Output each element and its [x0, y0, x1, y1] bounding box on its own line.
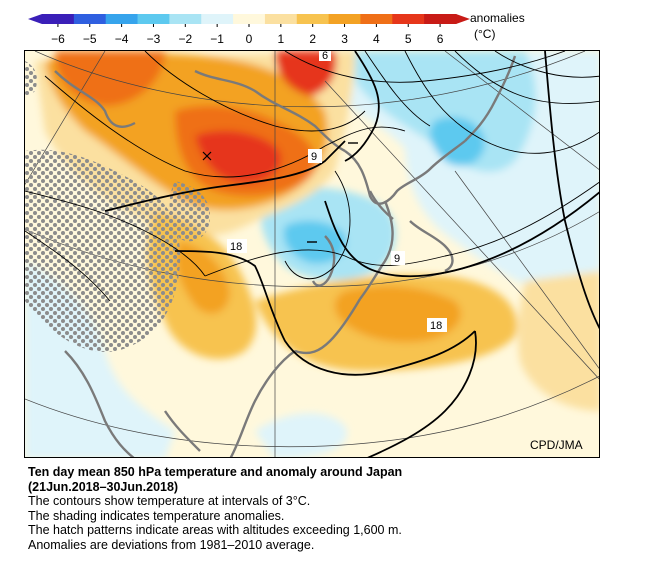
warm-center-mark	[202, 151, 212, 161]
anomaly-area-ocean-light-warm	[517, 271, 599, 411]
colorbar-right-arrow	[456, 14, 470, 24]
colorbar-tick-label: −5	[83, 32, 97, 46]
hatch-tibetan-plateau	[25, 149, 181, 352]
colorbar-segment	[233, 14, 266, 24]
figure-caption: Ten day mean 850 hPa temperature and ano…	[28, 465, 638, 552]
graticule	[25, 51, 599, 457]
colorbar-tick-label: −1	[210, 32, 224, 46]
map-panel: 9 9 18 18 6 CPD/JMA	[24, 50, 600, 458]
legend-unit: (°C)	[474, 27, 495, 41]
colorbar-tick-label: 0	[246, 32, 253, 46]
colorbar-tick-label: 2	[309, 32, 316, 46]
caption-line-shading: The shading indicates temperature anomal…	[28, 508, 285, 523]
hatch-plateau-east	[169, 181, 210, 242]
colorbar-tick-label: −3	[147, 32, 161, 46]
colorbar-tick-label: 4	[373, 32, 380, 46]
caption-line-contours: The contours show temperature at interva…	[28, 494, 311, 508]
colorbar-tick-label: −2	[178, 32, 192, 46]
temperature-contours	[25, 51, 599, 302]
svg-text:9: 9	[311, 151, 317, 163]
colorbar-left-arrow	[28, 14, 42, 24]
cold-center-marks	[307, 142, 358, 243]
svg-text:6: 6	[322, 51, 328, 62]
colorbar-tick-label: 3	[341, 32, 348, 46]
anomaly-area-north-warm	[275, 51, 337, 96]
colorbar-segment	[392, 14, 425, 24]
contour-label-6-top: 6	[319, 51, 331, 62]
caption-line-normal: Anomalies are deviations from 1981–2010 …	[28, 537, 315, 552]
colorbar-tick-label: 1	[278, 32, 285, 46]
anomaly-area-northeast-core	[429, 117, 485, 166]
contour-label-18-west: 18	[227, 239, 247, 253]
colorbar-segment	[201, 14, 234, 24]
anomaly-map: 9 9 18 18 6 CPD/JMA	[25, 51, 599, 457]
svg-text:18: 18	[230, 241, 242, 253]
contour-label-9-east: 9	[391, 251, 405, 265]
colorbar-segment	[42, 14, 75, 24]
colorbar-segment	[360, 14, 393, 24]
svg-text:9: 9	[394, 253, 400, 265]
anomaly-colorbar: −6 −5 −4 −3 −2 −1 0 1 2 3 4 5 6 anomalies (°C)	[28, 11, 525, 46]
contour-label-18-south: 18	[427, 318, 447, 332]
colorbar-segment	[137, 14, 170, 24]
colorbar-segment	[264, 14, 298, 24]
caption-line-hatch: The hatch patterns indicate areas with a…	[28, 523, 402, 537]
anomaly-area-northeast-cooler	[355, 51, 536, 172]
colorbar-segment	[296, 14, 330, 24]
colorbar-segment	[169, 14, 202, 24]
legend-title: anomalies	[470, 11, 525, 25]
caption-period: (21Jun.2018–30Jun.2018)	[28, 479, 179, 494]
colorbar-segment	[424, 14, 457, 24]
anomaly-area-pacific-cool	[405, 141, 599, 311]
colorbar-tick-label: 6	[437, 32, 444, 46]
colorbar-tick-label: −4	[115, 32, 129, 46]
colorbar-tick-label: 5	[405, 32, 412, 46]
temperature-contours-bold	[104, 51, 599, 457]
svg-text:18: 18	[430, 320, 442, 332]
coastlines	[54, 55, 517, 457]
colorbar-segment	[73, 14, 107, 24]
contour-label-9-north: 9	[308, 149, 322, 163]
caption-title: Ten day mean 850 hPa temperature and ano…	[28, 465, 403, 479]
hatch-northwest	[25, 61, 37, 96]
colorbar-segment	[328, 14, 361, 24]
colorbar-segment	[105, 14, 139, 24]
map-credit: CPD/JMA	[530, 438, 583, 452]
anomaly-area-siberia-core	[195, 130, 281, 184]
colorbar-tick-label: −6	[51, 32, 65, 46]
